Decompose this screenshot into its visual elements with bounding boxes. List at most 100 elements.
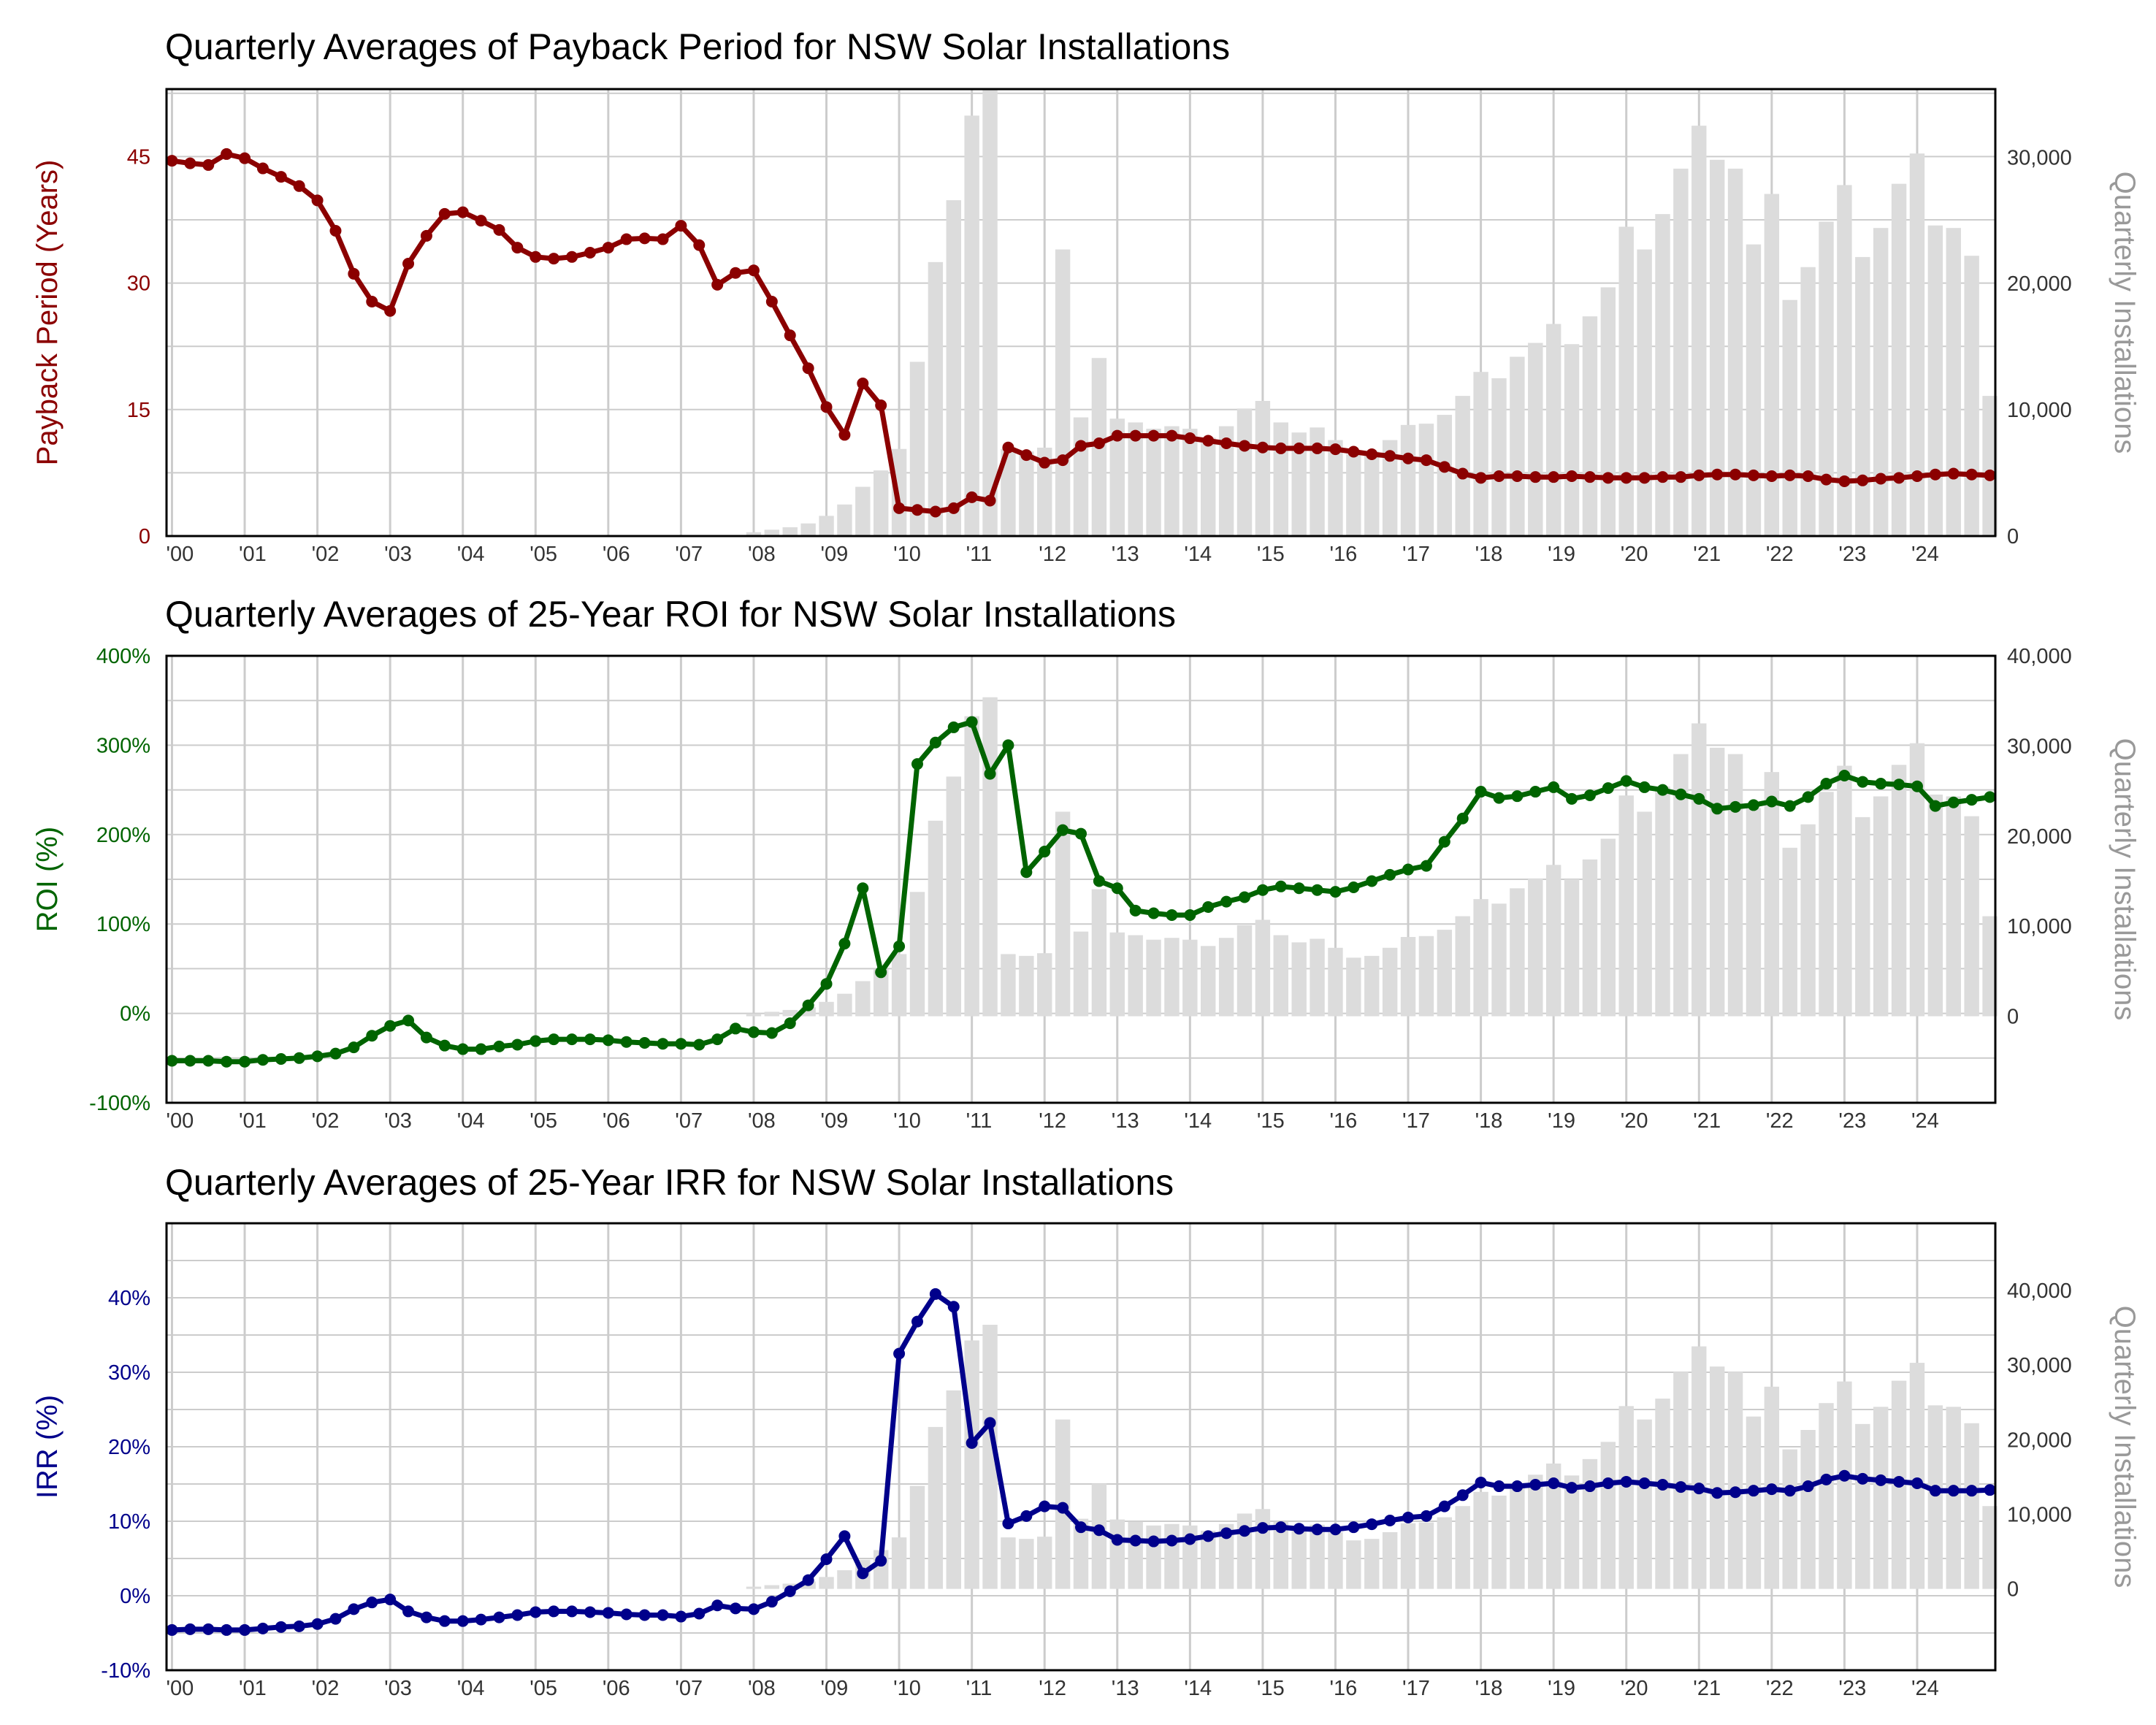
- irr-point: [1857, 1472, 1869, 1485]
- payback-installation-bar: [1964, 256, 1979, 536]
- payback-point: [1857, 474, 1869, 486]
- payback-point: [857, 377, 869, 389]
- roi-point: [765, 1027, 778, 1039]
- irr-point: [747, 1603, 760, 1615]
- irr-installation-bar: [1091, 1483, 1107, 1589]
- roi-x-tick-label: '01: [239, 1109, 267, 1133]
- roi-y-tick-label: -100%: [89, 1092, 150, 1115]
- irr-y-ticks: -10% 0% 10% 20% 30% 40%: [101, 1287, 150, 1683]
- payback-point: [420, 229, 432, 242]
- irr-point: [1147, 1535, 1160, 1548]
- irr-installation-bar: [1837, 1381, 1852, 1589]
- payback-point: [456, 206, 469, 218]
- payback-point: [1420, 454, 1432, 467]
- roi-point: [1583, 789, 1596, 801]
- payback-series: [166, 148, 1996, 518]
- roi-installation-bar: [1528, 878, 1543, 1017]
- payback-installation-bar: [1164, 426, 1180, 536]
- irr-point: [1166, 1534, 1178, 1547]
- payback-installation-bar: [1927, 225, 1943, 536]
- roi-point: [838, 938, 851, 950]
- irr-point: [566, 1605, 578, 1618]
- payback-point: [366, 295, 378, 307]
- roi-point: [984, 768, 996, 780]
- payback-installation-bar: [1146, 429, 1161, 536]
- irr-point: [530, 1606, 542, 1618]
- payback-point: [221, 148, 233, 160]
- payback-installation-bar: [1201, 437, 1216, 536]
- payback-y2-tick-label: 30,000: [2007, 146, 2072, 169]
- payback-y-tick-label: 0: [139, 525, 150, 548]
- roi-x-tick-label: '11: [966, 1109, 993, 1133]
- payback-point: [1602, 472, 1614, 484]
- irr-point: [1566, 1482, 1578, 1494]
- roi-x-tick-label: '02: [312, 1109, 340, 1133]
- irr-installation-bar: [1037, 1537, 1052, 1589]
- payback-installation-bar: [1564, 344, 1580, 536]
- payback-x-tick-label: '08: [748, 543, 776, 566]
- irr-y2-tick-label: 10,000: [2007, 1503, 2072, 1526]
- roi-x-tick-label: '13: [1112, 1109, 1139, 1133]
- irr-installation-bar: [1109, 1519, 1125, 1589]
- roi-point: [893, 940, 906, 952]
- payback-point: [329, 224, 342, 237]
- payback-installation-bar: [1437, 415, 1453, 536]
- roi-point: [1965, 794, 1978, 806]
- payback-point: [1202, 435, 1215, 447]
- roi-installation-bar: [1564, 879, 1580, 1017]
- irr-point: [202, 1623, 215, 1635]
- payback-point: [1093, 437, 1105, 449]
- roi-installation-bar: [1091, 889, 1107, 1017]
- irr-chart: Quarterly Averages of 25-Year IRR for NS…: [31, 1162, 2141, 1700]
- roi-point: [1711, 803, 1724, 815]
- roi-installation-bar: [1691, 723, 1707, 1017]
- roi-point: [1893, 779, 1905, 791]
- roi-point: [548, 1033, 560, 1046]
- irr-point: [765, 1596, 778, 1608]
- payback-installation-bar: [1364, 451, 1380, 536]
- irr-x-tick-label: '22: [1766, 1677, 1794, 1700]
- payback-point: [1057, 454, 1069, 467]
- irr-point: [1929, 1485, 1941, 1497]
- payback-installation-bar: [1001, 448, 1016, 536]
- irr-point: [1456, 1489, 1469, 1502]
- roi-installation-bar: [1146, 939, 1161, 1017]
- irr-point: [1911, 1477, 1923, 1489]
- roi-x-tick-label: '20: [1621, 1109, 1648, 1133]
- irr-x-tick-label: '02: [312, 1677, 340, 1700]
- irr-x-tick-label: '16: [1329, 1677, 1357, 1700]
- payback-point: [384, 305, 397, 317]
- roi-installation-bar: [909, 892, 925, 1017]
- payback-point: [530, 250, 542, 263]
- payback-point: [1147, 429, 1160, 442]
- irr-installation-bar: [1746, 1416, 1762, 1589]
- irr-y-tick-label: -10%: [101, 1659, 150, 1683]
- roi-point: [1838, 770, 1851, 782]
- irr-y-tick-label: 30%: [108, 1361, 150, 1385]
- payback-x-tick-label: '21: [1693, 543, 1721, 566]
- roi-installation-bar: [1545, 865, 1561, 1017]
- irr-point: [1366, 1518, 1378, 1531]
- roi-point: [1693, 792, 1705, 805]
- irr-point: [1129, 1534, 1142, 1547]
- roi-installation-bar: [1236, 925, 1253, 1017]
- irr-installation-bar: [746, 1586, 762, 1589]
- payback-point: [820, 401, 833, 413]
- payback-point: [1239, 440, 1251, 452]
- payback-y2-tick-label: 10,000: [2007, 399, 2072, 422]
- roi-y2-tick-label: 0: [2007, 1006, 2019, 1029]
- irr-x-tick-label: '00: [166, 1677, 194, 1700]
- roi-installation-bar: [1982, 916, 1998, 1017]
- irr-point: [838, 1530, 851, 1542]
- payback-point: [784, 329, 796, 342]
- payback-point: [1274, 442, 1287, 454]
- irr-x-tick-label: '19: [1548, 1677, 1575, 1700]
- roi-point: [1311, 884, 1323, 896]
- roi-point: [657, 1038, 669, 1050]
- irr-point: [1583, 1480, 1596, 1493]
- payback-plot-frame: [165, 88, 1997, 538]
- roi-x-tick-label: '22: [1766, 1109, 1794, 1133]
- irr-installation-bar: [982, 1324, 998, 1589]
- irr-x-tick-label: '15: [1257, 1677, 1285, 1700]
- irr-installation-bar: [1310, 1524, 1325, 1589]
